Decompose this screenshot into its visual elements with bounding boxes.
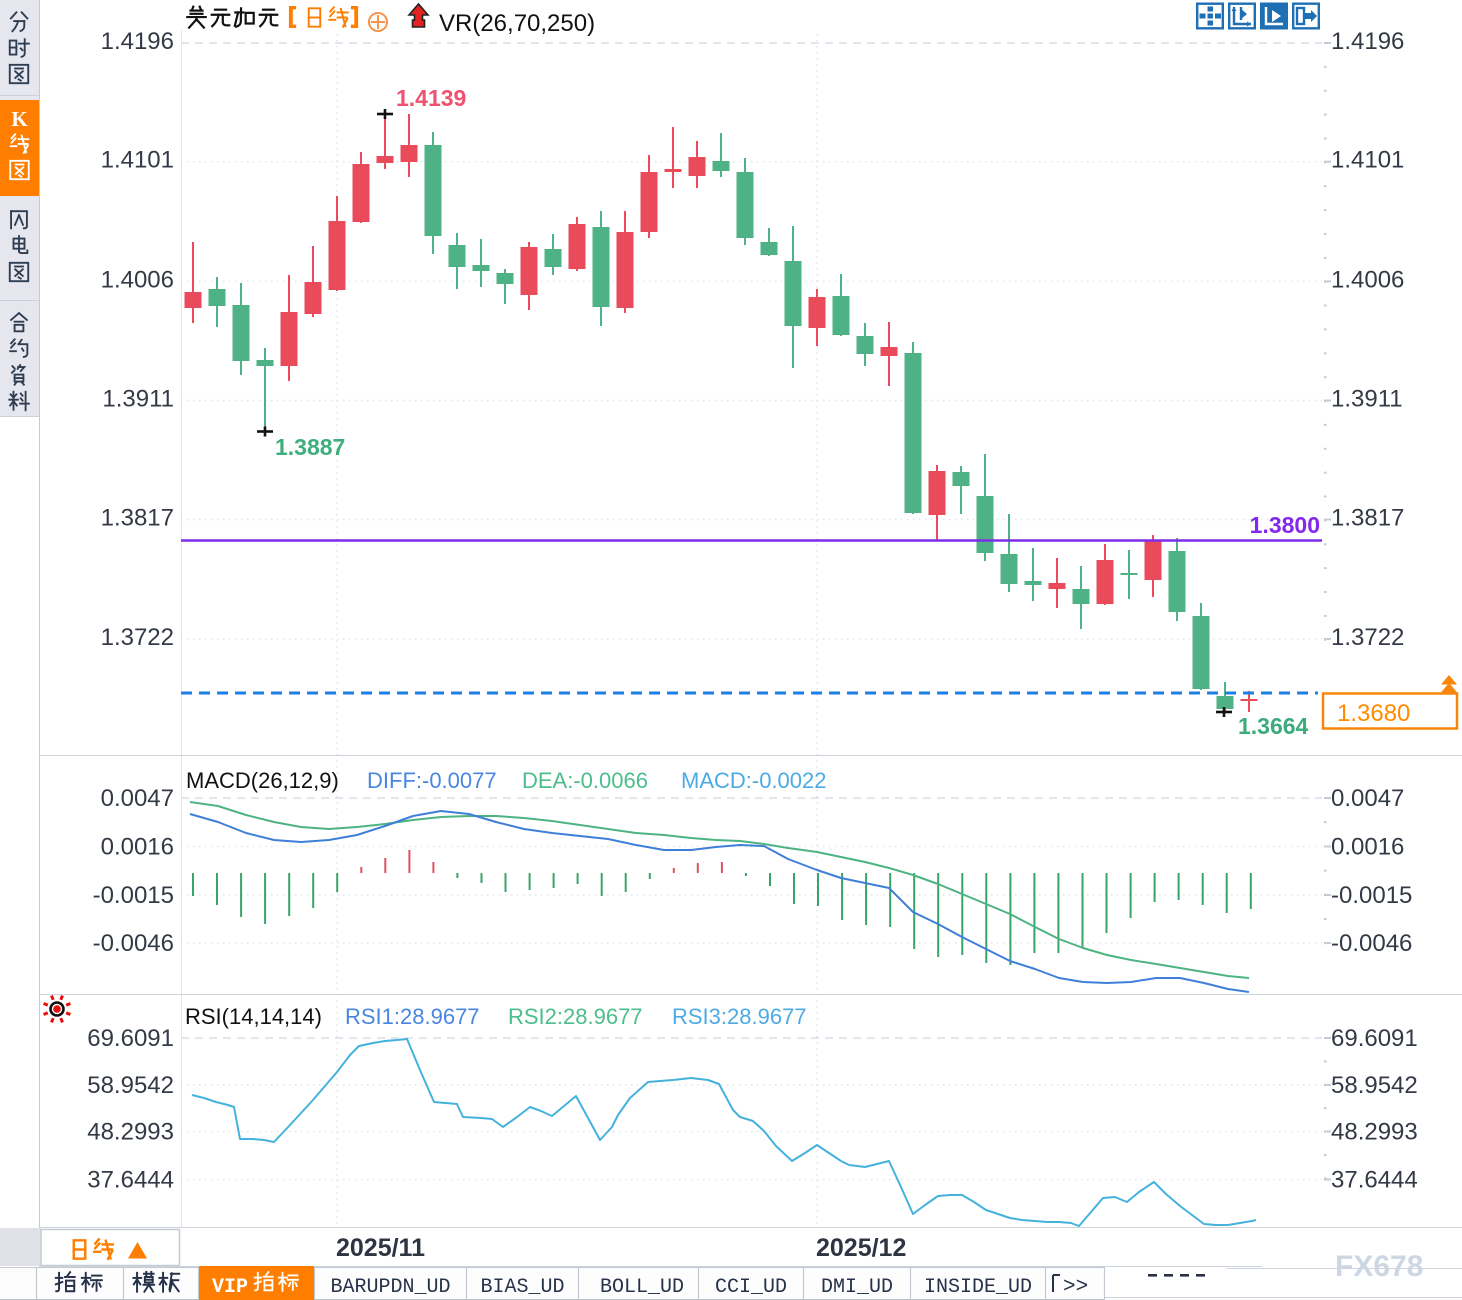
svg-text:1.4196: 1.4196 xyxy=(101,28,174,55)
svg-text:1.4139: 1.4139 xyxy=(396,85,466,111)
svg-text:1.3887: 1.3887 xyxy=(275,434,345,460)
svg-text:2025/12: 2025/12 xyxy=(816,1234,906,1262)
svg-text:VR(26,70,250): VR(26,70,250) xyxy=(439,10,595,37)
svg-text:DIFF:-0.0077: DIFF:-0.0077 xyxy=(367,768,497,793)
svg-text:0.0047: 0.0047 xyxy=(1331,785,1404,812)
svg-text:-0.0015: -0.0015 xyxy=(1331,882,1412,909)
svg-text:DEA:-0.0066: DEA:-0.0066 xyxy=(522,768,648,793)
svg-text:1.3722: 1.3722 xyxy=(101,624,174,651)
svg-text:VIP: VIP xyxy=(212,1276,248,1299)
svg-text:48.2993: 48.2993 xyxy=(87,1119,174,1146)
svg-text:-0.0015: -0.0015 xyxy=(93,882,174,909)
svg-text:1.4101: 1.4101 xyxy=(101,147,174,174)
svg-text:DMI_UD: DMI_UD xyxy=(821,1276,893,1299)
svg-text:1.4006: 1.4006 xyxy=(1331,266,1404,293)
svg-text:RSI2:28.9677: RSI2:28.9677 xyxy=(508,1004,643,1029)
svg-text:RSI3:28.9677: RSI3:28.9677 xyxy=(672,1004,807,1029)
svg-text:37.6444: 37.6444 xyxy=(1331,1167,1418,1194)
svg-text:0.0016: 0.0016 xyxy=(101,834,174,861)
svg-text:1.4006: 1.4006 xyxy=(101,266,174,293)
svg-text:INSIDE_UD: INSIDE_UD xyxy=(924,1276,1032,1299)
svg-text:FX678: FX678 xyxy=(1335,1250,1423,1283)
svg-text:MACD(26,12,9): MACD(26,12,9) xyxy=(186,768,339,793)
svg-text:-0.0046: -0.0046 xyxy=(1331,930,1412,957)
svg-text:48.2993: 48.2993 xyxy=(1331,1119,1418,1146)
svg-text:>>: >> xyxy=(1063,1276,1088,1299)
svg-text:1.3664: 1.3664 xyxy=(1238,713,1309,739)
svg-text:MACD:-0.0022: MACD:-0.0022 xyxy=(681,768,827,793)
svg-text:1.3680: 1.3680 xyxy=(1337,700,1410,727)
svg-text:K: K xyxy=(11,107,28,131)
svg-text:CCI_UD: CCI_UD xyxy=(715,1276,787,1299)
svg-text:BIAS_UD: BIAS_UD xyxy=(480,1276,564,1299)
svg-text:1.3722: 1.3722 xyxy=(1331,624,1404,651)
svg-text:1.3817: 1.3817 xyxy=(101,505,174,532)
svg-text:69.6091: 69.6091 xyxy=(1331,1025,1418,1052)
svg-text:-0.0046: -0.0046 xyxy=(93,930,174,957)
svg-text:RSI1:28.9677: RSI1:28.9677 xyxy=(345,1004,480,1029)
svg-text:0.0047: 0.0047 xyxy=(101,785,174,812)
svg-text:69.6091: 69.6091 xyxy=(87,1025,174,1052)
svg-text:1.4101: 1.4101 xyxy=(1331,147,1404,174)
svg-text:1.3911: 1.3911 xyxy=(1331,386,1403,413)
svg-text:58.9542: 58.9542 xyxy=(1331,1072,1418,1099)
svg-text:BOLL_UD: BOLL_UD xyxy=(600,1276,684,1299)
svg-text:1.4196: 1.4196 xyxy=(1331,28,1404,55)
svg-text:BARUPDN_UD: BARUPDN_UD xyxy=(330,1276,450,1299)
svg-text:1.3817: 1.3817 xyxy=(1331,505,1404,532)
svg-text:37.6444: 37.6444 xyxy=(87,1167,174,1194)
svg-text:0.0016: 0.0016 xyxy=(1331,834,1404,861)
svg-text:1.3911: 1.3911 xyxy=(102,386,174,413)
svg-text:1.3800: 1.3800 xyxy=(1250,512,1320,538)
svg-text:58.9542: 58.9542 xyxy=(87,1072,174,1099)
svg-text:RSI(14,14,14): RSI(14,14,14) xyxy=(185,1004,322,1029)
svg-text:2025/11: 2025/11 xyxy=(336,1234,425,1262)
